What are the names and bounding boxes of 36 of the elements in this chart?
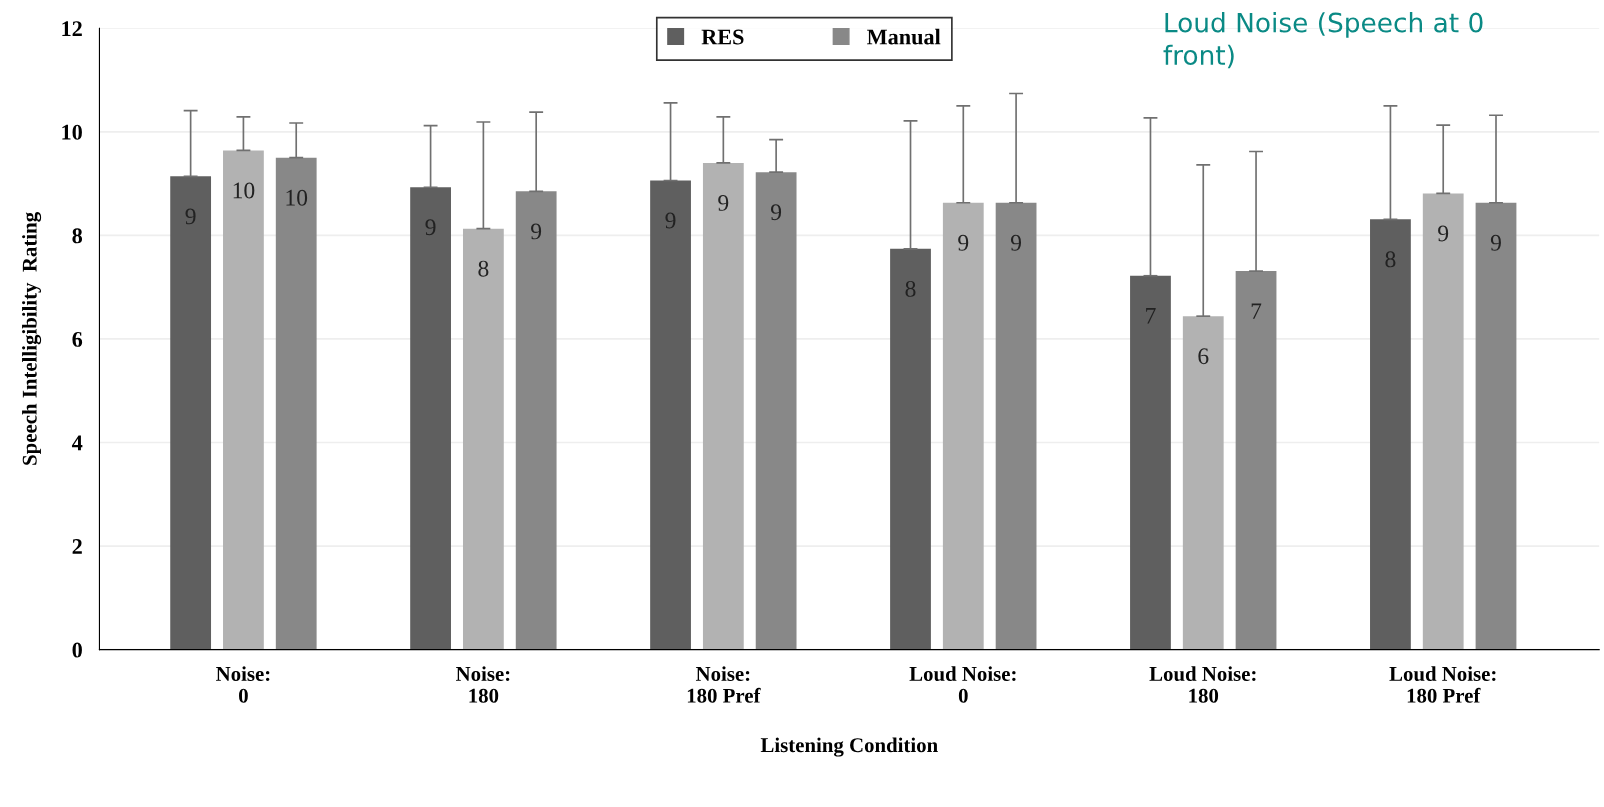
x-tick-label: Loud Noise: 180 Pref [1389, 666, 1496, 703]
y-tick-label: 4 [71, 435, 83, 451]
data-label: 9 [1490, 234, 1501, 251]
data-label: 9 [718, 194, 729, 211]
data-label: 9 [770, 204, 782, 221]
x-tick-label: Noise: 0 [216, 666, 270, 703]
data-label: 9 [1010, 234, 1022, 251]
data-label: 8 [478, 260, 489, 277]
y-tick-label: 8 [72, 228, 83, 244]
x-tick-label: Loud Noise: 180 [1149, 666, 1256, 703]
x-tick-label: Noise: 180 [456, 666, 510, 703]
y-tick-label: 12 [62, 21, 82, 36]
y-tick-label: 2 [72, 539, 82, 554]
x-axis-title: Listening Condition [760, 737, 938, 757]
data-label: 8 [905, 280, 916, 297]
data-label: 10 [233, 182, 255, 199]
y-tick-label: 10 [62, 124, 82, 140]
data-label: 9 [1438, 225, 1449, 242]
data-label: 6 [1198, 348, 1209, 365]
legend-label: RES [701, 29, 744, 45]
data-label: 9 [425, 219, 436, 236]
y-tick-label: 0 [72, 642, 82, 658]
x-tick-label: Noise: 180 Pref [687, 666, 761, 703]
y-axis-title: Speech Intelligibility Rating [22, 212, 42, 465]
data-label: 9 [185, 208, 196, 225]
legend-label: Manual [867, 28, 941, 45]
data-label: 7 [1146, 308, 1156, 324]
data-label: 10 [286, 189, 308, 206]
y-tick-label: 6 [72, 331, 83, 347]
data-label: 9 [531, 223, 542, 240]
data-label: 9 [958, 234, 969, 251]
x-tick-label: Loud Noise: 0 [909, 666, 1016, 703]
annotation: Loud Noise (Speech at 0 front) [1163, 12, 1483, 69]
data-label: 8 [1385, 251, 1396, 268]
data-label: 9 [665, 212, 676, 229]
data-label: 7 [1251, 303, 1262, 319]
